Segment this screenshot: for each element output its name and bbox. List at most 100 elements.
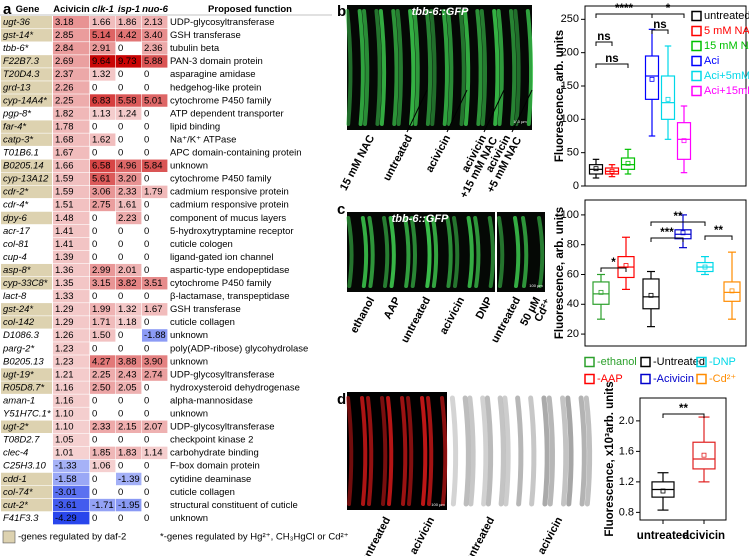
heat-cell: [142, 224, 168, 238]
function: component of mucus layers: [170, 213, 286, 224]
y-axis-title: Fluorescence, x10³arb. units: [604, 381, 616, 536]
fold-change: 0: [144, 291, 149, 302]
gene-name: B0205.13: [3, 356, 44, 367]
gene-name: lact-8: [3, 291, 27, 302]
fold-change: 0: [92, 226, 97, 237]
y-tick-label: 100: [561, 209, 579, 221]
fold-change: 1.23: [55, 343, 74, 354]
gene-name: C25H3.10: [3, 461, 46, 472]
fold-change: 3.20: [118, 174, 137, 185]
panel-label: a: [3, 1, 12, 18]
fold-change: 5.88: [144, 56, 163, 67]
separator: [511, 89, 533, 133]
heat-cell: [53, 446, 90, 460]
worm: [357, 9, 365, 126]
legend-swatch: [691, 25, 702, 37]
significance-bracket: [651, 29, 669, 34]
heat-cell: [116, 172, 142, 186]
gene-name: R05D8.7*: [3, 382, 44, 393]
plot-frame: [584, 5, 747, 187]
heat-cell: [53, 342, 90, 355]
worm: [462, 9, 471, 126]
function: PAN-3 domain protein: [170, 56, 263, 67]
fold-change: 0: [118, 409, 123, 420]
legend-swatch: [691, 40, 702, 52]
gene-name: dpy-6: [3, 213, 27, 224]
heat-cell: [142, 146, 168, 159]
table-header: isp-1: [118, 4, 140, 15]
fold-change: 0: [118, 291, 123, 302]
worm: [346, 216, 354, 288]
function: unknown: [170, 356, 208, 367]
heat-cell: [142, 107, 168, 120]
function: cytochrome P450 family: [170, 174, 272, 185]
legend-label: -Acivicin: [653, 373, 694, 385]
legend-swatch: [696, 373, 707, 385]
fold-change: 1.51: [55, 200, 74, 211]
heat-cell: [116, 381, 142, 394]
heat-cell: [116, 485, 142, 499]
fold-change: 5.01: [144, 95, 163, 106]
fold-change: 1.48: [55, 213, 74, 224]
worm: [429, 9, 437, 126]
fold-change: 0: [92, 239, 97, 250]
legend-swatch: [696, 356, 707, 368]
fold-change: 1.29: [55, 317, 74, 328]
fold-change: 9.73: [118, 56, 137, 67]
gene-highlight: [1, 133, 52, 146]
gene-name: cyp-33C8*: [3, 278, 48, 289]
fold-change: 0: [92, 409, 97, 420]
scale-bar: 100 µm: [513, 119, 527, 124]
scale-bar: 100 µm: [529, 283, 543, 288]
fold-change: 1.23: [55, 356, 74, 367]
heat-cell: [90, 237, 116, 251]
fold-change: 2.85: [55, 30, 74, 41]
heat-cell: [142, 16, 168, 29]
fold-change: 1.41: [55, 226, 74, 237]
fold-change: 1.61: [118, 200, 137, 211]
fold-change: 0: [92, 435, 97, 446]
mean-marker: [729, 288, 735, 294]
image-label: DNP: [474, 295, 496, 321]
image-label: untreated: [381, 133, 415, 183]
heat-cell: [116, 498, 142, 512]
heat-cell: [116, 107, 142, 120]
gene-name: col-81: [3, 239, 29, 250]
heat-cell: [116, 55, 142, 68]
gene-highlight: [1, 16, 52, 29]
heat-cell: [53, 107, 90, 120]
fold-change: 0: [118, 43, 123, 54]
image-label: AAP: [382, 295, 404, 321]
micrograph: [497, 212, 545, 292]
worm: [583, 395, 593, 507]
fold-change: 2.99: [92, 265, 111, 276]
significance-bracket: [651, 13, 685, 18]
gene-name: parg-2*: [2, 343, 34, 354]
image-label: acivicin: [408, 515, 438, 556]
fold-change: 1.85: [92, 448, 111, 459]
gene-name: Y51H7C.1*: [3, 409, 51, 420]
y-axis-title: Fluorescence, arb. units: [554, 207, 566, 339]
fold-change: 1.01: [55, 448, 74, 459]
heat-cell: [90, 133, 116, 146]
significance: *: [611, 257, 616, 269]
function: carbohydrate binding: [170, 448, 259, 459]
worm: [409, 216, 417, 288]
fold-change: 1.39: [55, 252, 74, 263]
significance-bracket: [595, 41, 613, 46]
heat-cell: [142, 420, 168, 433]
heat-cell: [90, 420, 116, 433]
heat-cell: [142, 433, 168, 447]
gene-name: T01B6.1: [3, 148, 39, 159]
mean-marker: [649, 76, 655, 82]
heat-cell: [90, 433, 116, 447]
heat-cell: [53, 303, 90, 316]
fold-change: 1.33: [55, 291, 74, 302]
fold-change: 0: [144, 252, 149, 263]
legend-label: Aci: [704, 55, 719, 67]
worm: [508, 9, 517, 126]
worm: [541, 395, 550, 507]
fold-change: 1.66: [92, 17, 111, 28]
worm: [420, 396, 428, 506]
function: structural constituent of cuticle: [170, 500, 298, 511]
